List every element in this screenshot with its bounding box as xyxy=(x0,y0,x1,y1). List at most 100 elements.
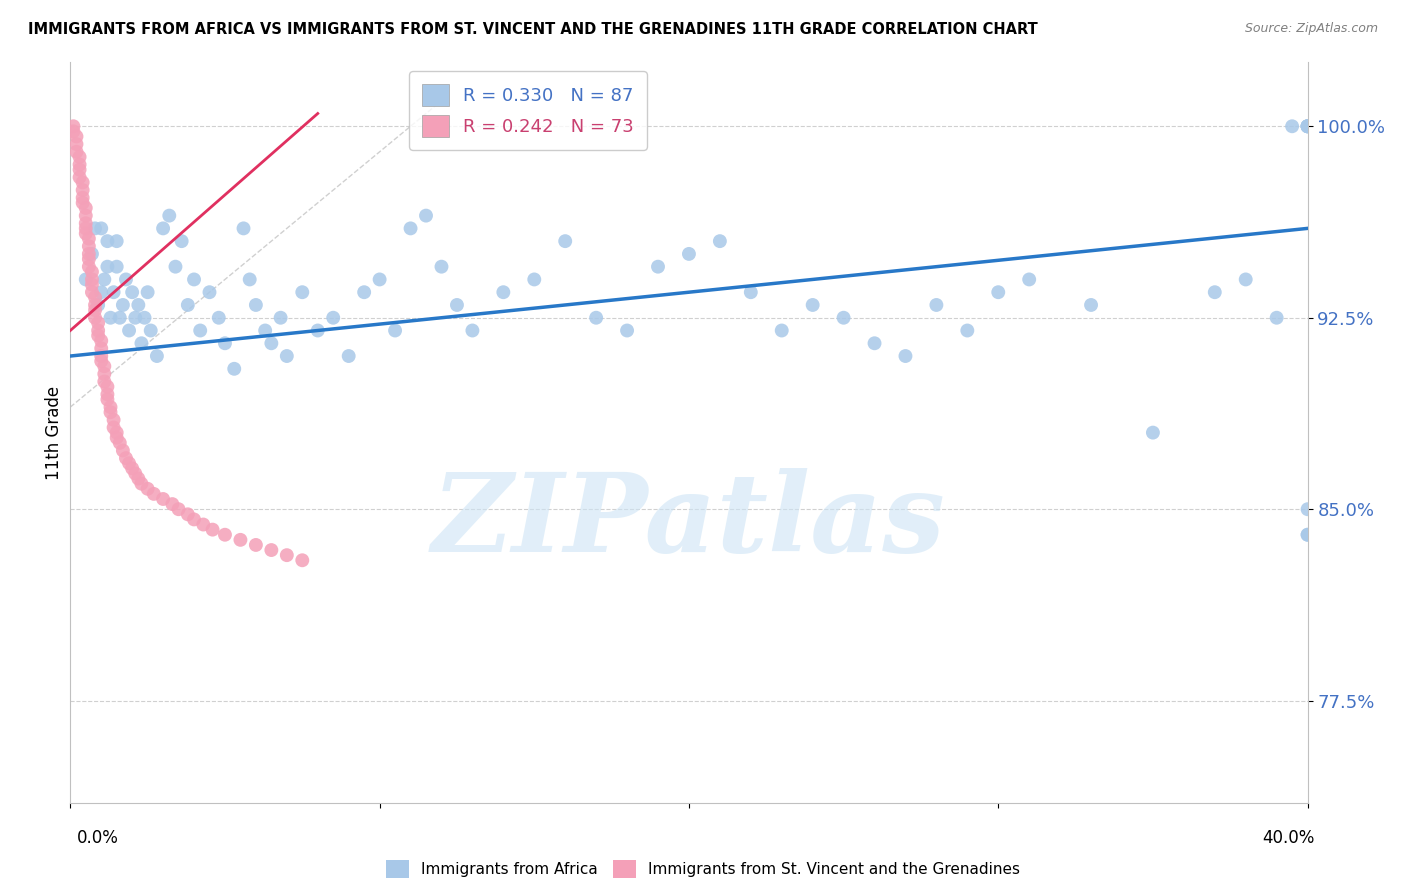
Point xyxy=(75,216,97,230)
Point xyxy=(100,310,122,325)
Point xyxy=(105,234,128,248)
Point xyxy=(75,201,97,215)
Point xyxy=(84,310,107,325)
Point xyxy=(103,413,125,427)
Point xyxy=(260,336,283,351)
Point xyxy=(65,137,87,152)
Point xyxy=(72,195,94,210)
Point xyxy=(72,183,94,197)
Point xyxy=(87,328,110,343)
Point xyxy=(139,324,162,338)
Point xyxy=(77,260,100,274)
Point xyxy=(90,342,112,356)
Point xyxy=(245,538,267,552)
Point xyxy=(72,176,94,190)
Point xyxy=(111,443,134,458)
Point xyxy=(801,298,824,312)
Point xyxy=(111,298,134,312)
Point xyxy=(90,285,112,300)
Point xyxy=(353,285,375,300)
Point xyxy=(100,405,122,419)
Point xyxy=(170,234,193,248)
Point xyxy=(127,472,149,486)
Point xyxy=(100,400,122,414)
Point xyxy=(430,260,453,274)
Text: 40.0%: 40.0% xyxy=(1263,829,1315,847)
Point xyxy=(75,209,97,223)
Point xyxy=(80,265,103,279)
Point xyxy=(96,379,118,393)
Point xyxy=(368,272,391,286)
Point xyxy=(87,298,110,312)
Point xyxy=(87,324,110,338)
Point xyxy=(198,285,221,300)
Point xyxy=(84,290,107,304)
Point xyxy=(1142,425,1164,440)
Point xyxy=(93,367,115,381)
Point xyxy=(165,260,187,274)
Point xyxy=(93,375,115,389)
Point xyxy=(461,324,484,338)
Point xyxy=(307,324,329,338)
Point xyxy=(987,285,1010,300)
Point xyxy=(167,502,190,516)
Point xyxy=(75,227,97,241)
Point xyxy=(232,221,254,235)
Point xyxy=(96,392,118,407)
Point xyxy=(229,533,252,547)
Point xyxy=(322,310,344,325)
Point xyxy=(1296,120,1319,134)
Point xyxy=(214,527,236,541)
Point xyxy=(1018,272,1040,286)
Point xyxy=(80,272,103,286)
Point xyxy=(183,272,205,286)
Point xyxy=(770,324,793,338)
Point xyxy=(90,221,112,235)
Point xyxy=(84,303,107,318)
Point xyxy=(105,431,128,445)
Point xyxy=(415,209,437,223)
Point xyxy=(1296,502,1319,516)
Point xyxy=(77,252,100,266)
Point xyxy=(62,124,84,138)
Point xyxy=(554,234,576,248)
Text: Source: ZipAtlas.com: Source: ZipAtlas.com xyxy=(1244,22,1378,36)
Point xyxy=(69,162,91,177)
Point xyxy=(647,260,669,274)
Point xyxy=(239,272,262,286)
Point xyxy=(678,247,700,261)
Point xyxy=(72,191,94,205)
Point xyxy=(134,310,156,325)
Point xyxy=(90,349,112,363)
Point xyxy=(1296,120,1319,134)
Point xyxy=(136,285,159,300)
Point xyxy=(616,324,638,338)
Point xyxy=(956,324,979,338)
Point xyxy=(131,476,153,491)
Point xyxy=(65,145,87,159)
Point xyxy=(832,310,855,325)
Point xyxy=(162,497,184,511)
Point xyxy=(446,298,468,312)
Point xyxy=(214,336,236,351)
Point xyxy=(585,310,607,325)
Point xyxy=(124,467,146,481)
Point xyxy=(69,157,91,171)
Point xyxy=(1204,285,1226,300)
Point xyxy=(337,349,360,363)
Point xyxy=(492,285,515,300)
Legend: R = 0.330   N = 87, R = 0.242   N = 73: R = 0.330 N = 87, R = 0.242 N = 73 xyxy=(409,71,647,150)
Point xyxy=(115,451,138,466)
Point xyxy=(270,310,292,325)
Point xyxy=(124,310,146,325)
Point xyxy=(1296,120,1319,134)
Point xyxy=(65,129,87,144)
Point xyxy=(108,435,131,450)
Point xyxy=(93,272,115,286)
Point xyxy=(188,324,211,338)
Point xyxy=(96,260,118,274)
Point xyxy=(77,231,100,245)
Point xyxy=(208,310,231,325)
Point xyxy=(105,260,128,274)
Point xyxy=(152,221,174,235)
